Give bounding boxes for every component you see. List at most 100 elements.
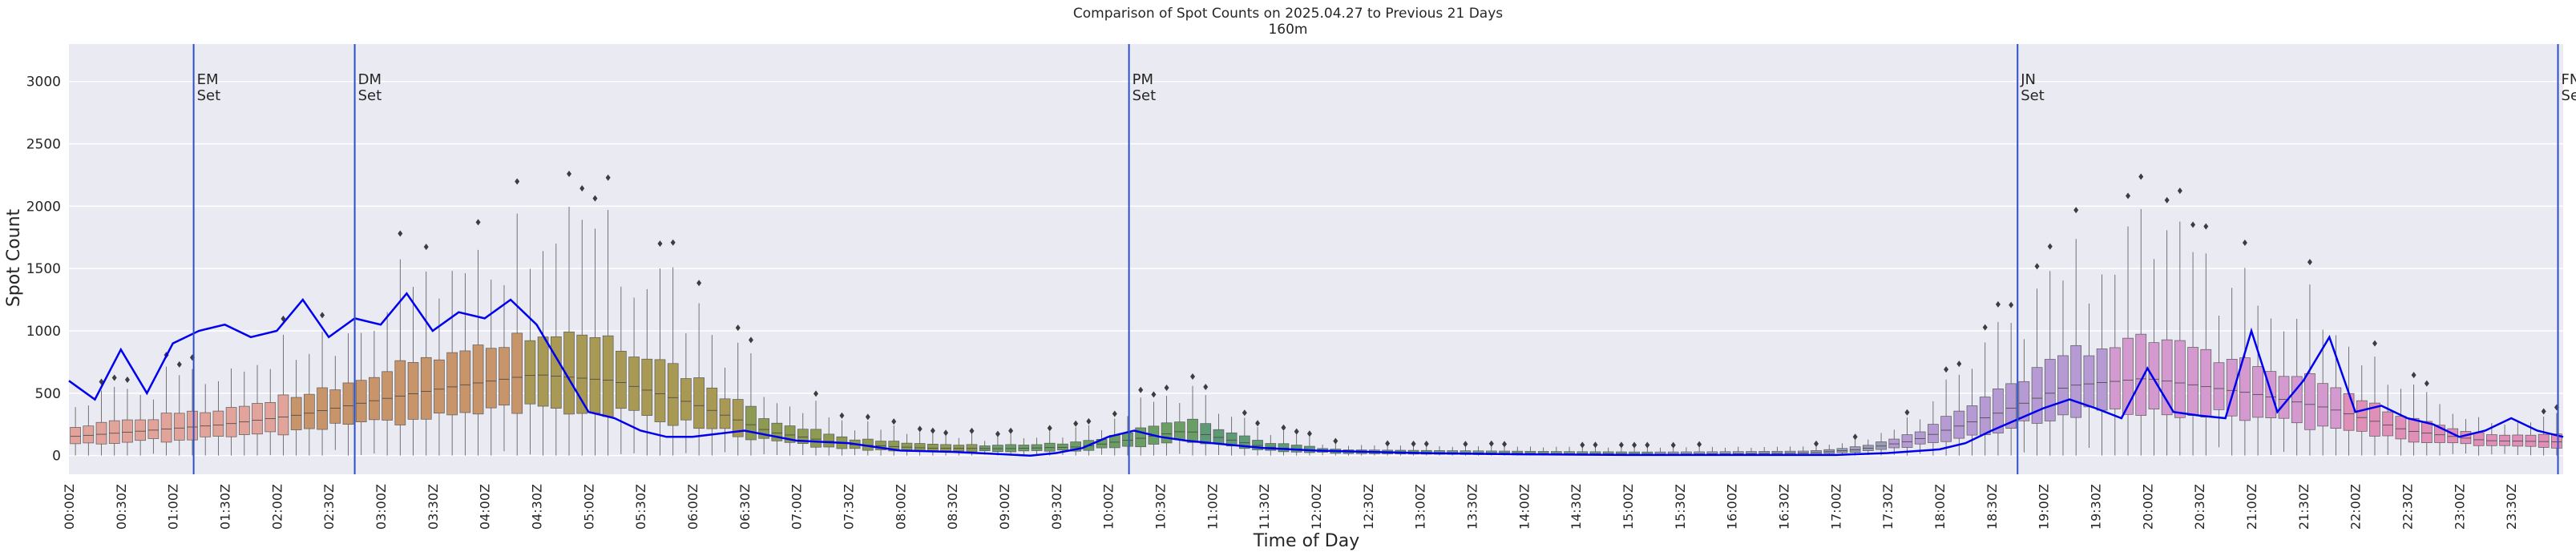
- box: [1005, 444, 1016, 453]
- box: [83, 425, 95, 444]
- box: [2304, 373, 2316, 430]
- outlier-point: [2424, 380, 2429, 387]
- x-tick-label: 18:00Z: [1932, 484, 1948, 530]
- outlier-point: [515, 178, 520, 185]
- x-tick-label: 02:30Z: [321, 484, 337, 530]
- y-tick-label: 1000: [26, 324, 61, 340]
- y-tick-label: 2500: [26, 137, 61, 153]
- box: [2421, 421, 2433, 443]
- outlier-point: [839, 412, 845, 419]
- outlier-point: [2073, 207, 2079, 214]
- outlier-point: [1411, 441, 1416, 448]
- outlier-point: [1333, 437, 1338, 445]
- x-tick-label: 21:30Z: [2296, 484, 2312, 530]
- box: [70, 427, 81, 445]
- box: [2018, 381, 2030, 421]
- outlier-point: [2138, 173, 2144, 180]
- box: [537, 336, 549, 407]
- outlier-point: [943, 429, 949, 437]
- x-tick-label: 18:30Z: [1984, 484, 2000, 530]
- outlier-point: [1670, 441, 1676, 449]
- box: [2187, 347, 2198, 416]
- box: [2278, 376, 2290, 419]
- outlier-point: [1255, 420, 1261, 427]
- box: [1953, 410, 1965, 439]
- outlier-point: [1203, 383, 1209, 390]
- outlier-point: [1073, 420, 1079, 427]
- outlier-point: [1995, 300, 2001, 308]
- box: [446, 352, 458, 416]
- box: [304, 393, 315, 429]
- box: [225, 407, 237, 437]
- box: [2005, 383, 2017, 429]
- box: [1225, 432, 1238, 447]
- box: [1966, 405, 1978, 436]
- outlier-point: [1112, 410, 1117, 417]
- x-tick-label: 09:30Z: [1049, 484, 1064, 530]
- box: [369, 377, 380, 421]
- box: [1278, 443, 1290, 453]
- box: [2161, 339, 2173, 416]
- outlier-point: [320, 312, 325, 319]
- outlier-point: [2047, 243, 2053, 250]
- box: [2460, 431, 2472, 445]
- box: [407, 362, 419, 420]
- x-tick-label: 16:00Z: [1725, 484, 1740, 530]
- box: [2096, 348, 2108, 411]
- outlier-point: [1580, 441, 1585, 449]
- box: [420, 357, 432, 420]
- box: [95, 421, 107, 445]
- y-tick-label: 0: [52, 449, 61, 465]
- box: [2252, 366, 2263, 418]
- box: [576, 334, 588, 414]
- box: [2486, 434, 2497, 446]
- set-marker-label: JN: [2020, 71, 2036, 88]
- box: [2369, 402, 2380, 437]
- box: [992, 445, 1003, 452]
- box: [2200, 348, 2212, 417]
- outlier-point: [813, 390, 818, 397]
- x-tick-label: 23:00Z: [2452, 484, 2467, 530]
- outlier-point: [111, 374, 117, 381]
- box: [355, 380, 367, 422]
- outlier-point: [1852, 433, 1858, 441]
- outlier-point: [592, 195, 598, 202]
- x-tick-label: 13:00Z: [1413, 484, 1428, 530]
- box: [667, 363, 679, 426]
- plot-area: 0 500 1000 1500 2000 2500 3000 00:00Z 00:30Z 01:0…: [26, 44, 2576, 530]
- outlier-point: [1242, 409, 1247, 417]
- outlier-point: [1904, 409, 1910, 416]
- outlier-point: [475, 219, 481, 226]
- outlier-point: [1502, 441, 1508, 448]
- outlier-point: [1385, 440, 1391, 447]
- box: [1979, 397, 1991, 435]
- box: [2291, 376, 2303, 424]
- x-tick-label: 11:30Z: [1257, 484, 1272, 530]
- box: [1070, 441, 1081, 452]
- chart-subtitle: 160m: [1268, 22, 1307, 38]
- x-tick-label: 04:00Z: [478, 484, 493, 530]
- box: [342, 382, 354, 425]
- box: [2044, 359, 2056, 421]
- outlier-point: [657, 240, 663, 248]
- x-tick-label: 13:30Z: [1465, 484, 1480, 530]
- box: [1173, 421, 1185, 441]
- plot-background: [69, 44, 2563, 474]
- outlier-point: [1164, 385, 1169, 392]
- x-tick-label: 23:30Z: [2504, 484, 2519, 530]
- set-marker-label: EM: [197, 71, 219, 88]
- x-tick-label: 04:30Z: [530, 484, 545, 530]
- box: [200, 412, 212, 437]
- box: [745, 405, 757, 441]
- outlier-point: [1086, 417, 1092, 425]
- box: [732, 399, 744, 437]
- box: [277, 394, 289, 436]
- box: [2382, 411, 2394, 437]
- box: [602, 335, 614, 417]
- box: [2109, 347, 2121, 409]
- box: [2551, 433, 2562, 449]
- outlier-point: [398, 230, 403, 237]
- box: [2083, 355, 2095, 408]
- x-tick-label: 01:30Z: [218, 484, 233, 530]
- x-axis-label: Time of Day: [1253, 531, 1359, 551]
